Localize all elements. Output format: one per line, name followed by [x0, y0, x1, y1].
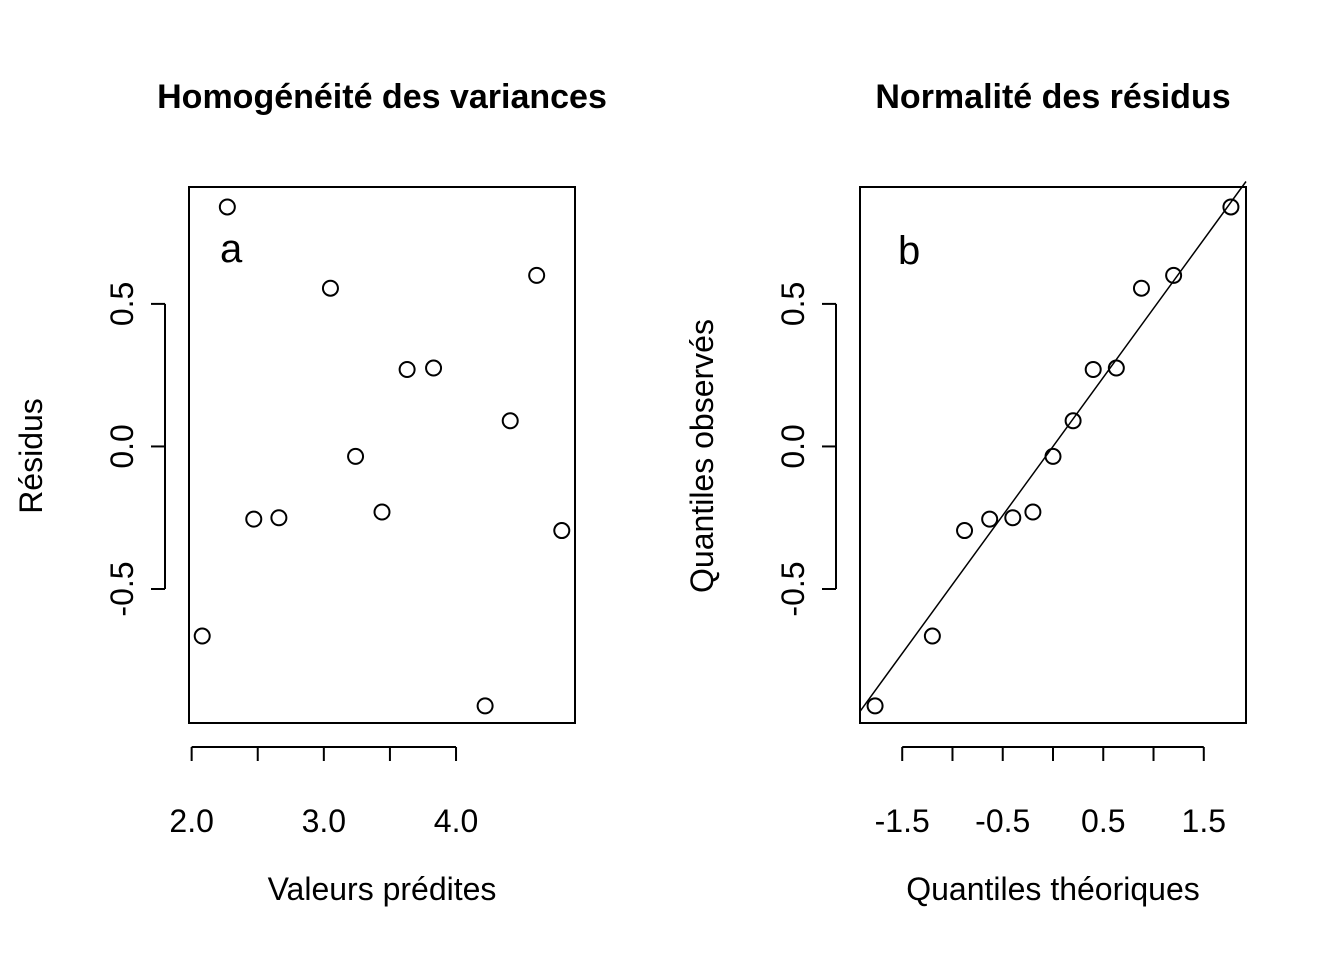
x-tick-label: 4.0: [434, 803, 478, 839]
chart-title: Homogénéité des variances: [157, 78, 607, 116]
y-tick-label: 0.5: [775, 282, 811, 326]
data-point: [923, 627, 941, 645]
x-tick-label: -0.5: [975, 803, 1030, 839]
data-point: [528, 266, 546, 284]
data-point: [1165, 266, 1183, 284]
data-point: [218, 198, 236, 216]
qq-reference-line: [859, 181, 1247, 712]
data-point: [1004, 509, 1022, 527]
data-point: [1024, 503, 1042, 521]
plot-area: [188, 186, 576, 724]
x-tick-label: 3.0: [302, 803, 346, 839]
data-point: [501, 412, 519, 430]
data-point: [476, 697, 494, 715]
data-point: [373, 503, 391, 521]
data-point: [321, 279, 339, 297]
y-tick-label: 0.0: [775, 424, 811, 468]
panel-a: Homogénéité des variances Valeurs prédit…: [13, 78, 607, 907]
y-tick-label: 0.5: [104, 282, 140, 326]
y-axis-label: Quantiles observés: [684, 319, 720, 593]
x-axis-label: Quantiles théoriques: [906, 871, 1200, 907]
x-tick-label: -1.5: [875, 803, 930, 839]
panel-label: b: [898, 229, 920, 273]
chart-title: Normalité des résidus: [875, 78, 1230, 116]
y-axis-label: Résidus: [13, 398, 49, 514]
x-axis-label: Valeurs prédites: [268, 871, 497, 907]
data-point: [956, 522, 974, 540]
x-tick-label: 2.0: [169, 803, 213, 839]
panel-b: Normalité des résidus Quantiles théoriqu…: [684, 78, 1247, 907]
data-point: [270, 509, 288, 527]
y-tick-label: 0.0: [104, 424, 140, 468]
data-point: [1044, 447, 1062, 465]
data-point: [245, 510, 263, 528]
data-point: [981, 510, 999, 528]
data-point: [866, 697, 884, 715]
data-point: [1222, 198, 1240, 216]
x-tick-label: 1.5: [1182, 803, 1226, 839]
data-point: [1064, 412, 1082, 430]
data-point: [1084, 360, 1102, 378]
x-tick-label: 0.5: [1081, 803, 1125, 839]
data-point: [1107, 359, 1125, 377]
y-tick-label: -0.5: [775, 561, 811, 616]
data-point: [425, 359, 443, 377]
data-point: [1132, 279, 1150, 297]
plot-area: [859, 186, 1247, 724]
data-point: [398, 360, 416, 378]
data-point: [347, 447, 365, 465]
panel-label: a: [220, 227, 243, 271]
y-tick-label: -0.5: [104, 561, 140, 616]
data-point: [193, 627, 211, 645]
data-point: [553, 522, 571, 540]
